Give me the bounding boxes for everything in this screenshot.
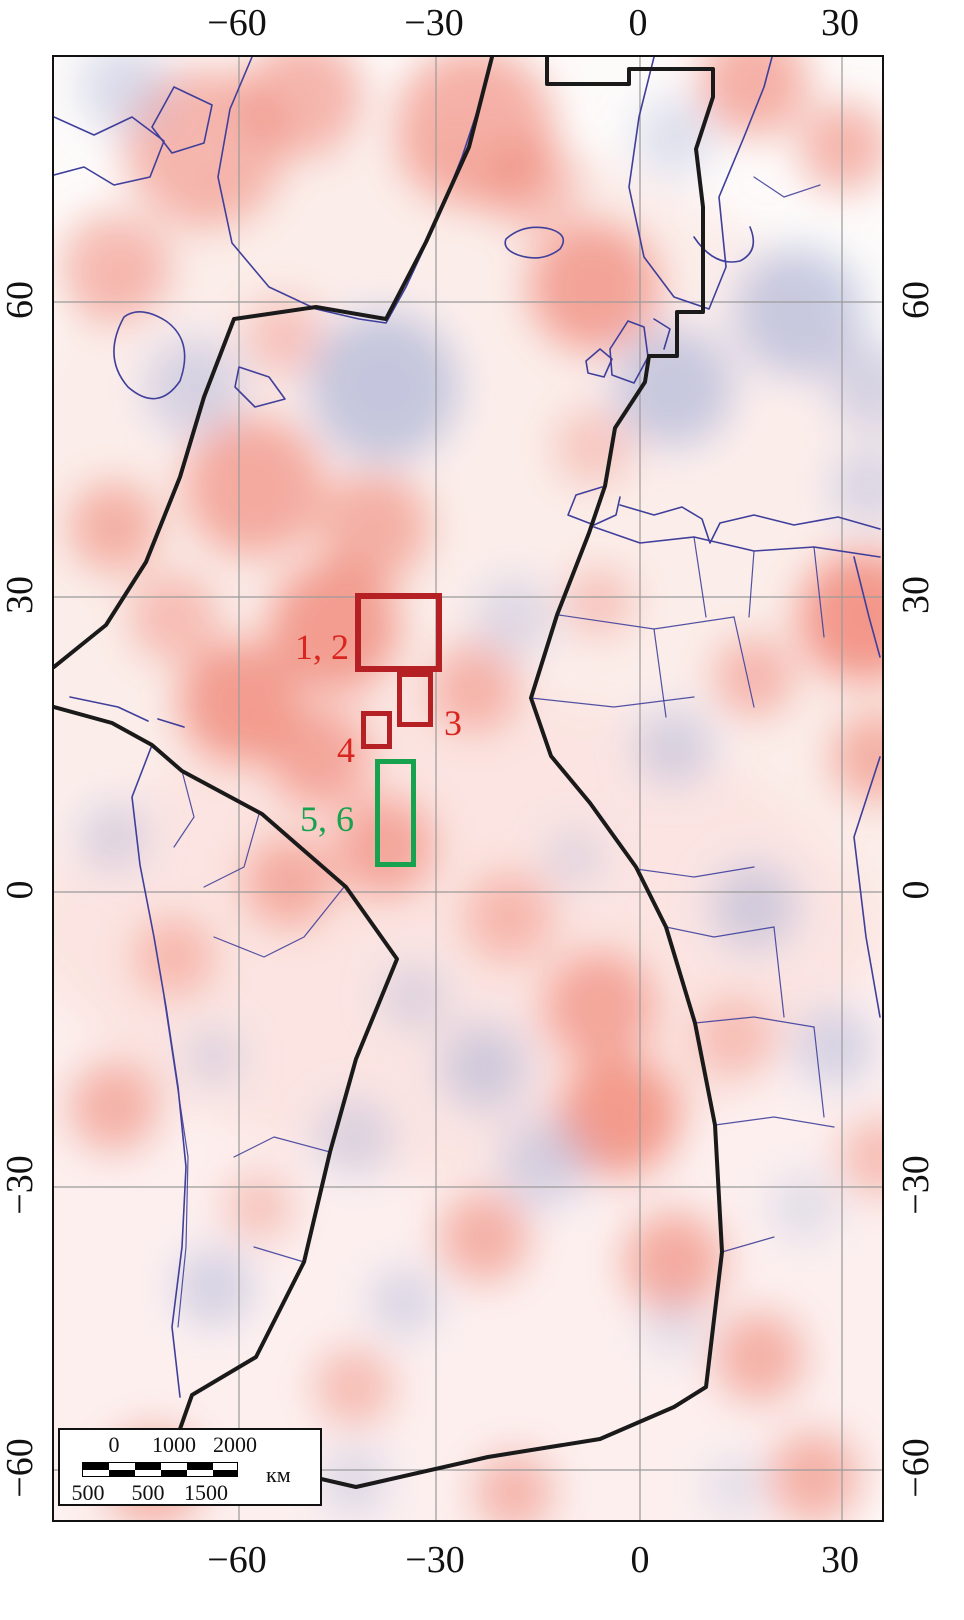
scale-label-500b: 500 bbox=[131, 1480, 165, 1505]
tick-bottom-lon--60: −60 bbox=[207, 1539, 267, 1581]
tick-left-lat--30: −30 bbox=[0, 1155, 41, 1215]
tick-top-lon-30: 30 bbox=[821, 2, 859, 44]
region-box-3 bbox=[397, 672, 433, 727]
tick-bottom-lon-0: 0 bbox=[630, 1539, 650, 1581]
tick-top-lon--30: −30 bbox=[404, 2, 464, 44]
scale-label-0: 0 bbox=[108, 1432, 120, 1457]
region-label-5-6: 5, 6 bbox=[300, 799, 354, 839]
tick-left-lat--60: −60 bbox=[0, 1438, 41, 1498]
tick-left-lat-60: 60 bbox=[0, 281, 41, 319]
tick-right-lat-30: 30 bbox=[895, 576, 937, 614]
map-area: 1, 2 3 4 5, 6 0 1000 2000 км 500 500 150… bbox=[52, 55, 884, 1522]
region-box-5-6 bbox=[375, 759, 416, 867]
graticule bbox=[54, 57, 882, 1520]
tick-bottom-lon--30: −30 bbox=[405, 1539, 465, 1581]
scale-bar-graphic bbox=[82, 1462, 238, 1477]
scale-bar: 0 1000 2000 км 500 500 1500 bbox=[58, 1428, 322, 1506]
scale-label-2000: 2000 bbox=[213, 1432, 257, 1457]
tick-right-lat-0: 0 bbox=[895, 880, 937, 900]
tick-right-lat-60: 60 bbox=[895, 281, 937, 319]
study-boundary bbox=[54, 57, 724, 1489]
coastlines bbox=[54, 57, 881, 1398]
tick-right-lat--60: −60 bbox=[895, 1438, 937, 1498]
scale-label-1500: 1500 bbox=[184, 1480, 228, 1505]
map-canvas bbox=[54, 57, 882, 1520]
scale-unit-km: км bbox=[266, 1462, 291, 1487]
tick-bottom-lon-30: 30 bbox=[821, 1539, 859, 1581]
scale-label-500a: 500 bbox=[71, 1480, 105, 1505]
scale-label-1000: 1000 bbox=[152, 1432, 196, 1457]
region-label-4: 4 bbox=[337, 730, 355, 770]
anomaly-field bbox=[54, 57, 882, 1520]
tick-left-lat-0: 0 bbox=[0, 880, 41, 900]
region-label-1-2: 1, 2 bbox=[295, 627, 349, 667]
region-box-4 bbox=[361, 711, 392, 749]
region-box-1-2 bbox=[355, 593, 442, 672]
tick-left-lat-30: 30 bbox=[0, 576, 41, 614]
tick-right-lat--30: −30 bbox=[895, 1155, 937, 1215]
tick-top-lon--60: −60 bbox=[207, 2, 267, 44]
region-label-3: 3 bbox=[444, 703, 462, 743]
tick-top-lon-0: 0 bbox=[628, 2, 648, 44]
